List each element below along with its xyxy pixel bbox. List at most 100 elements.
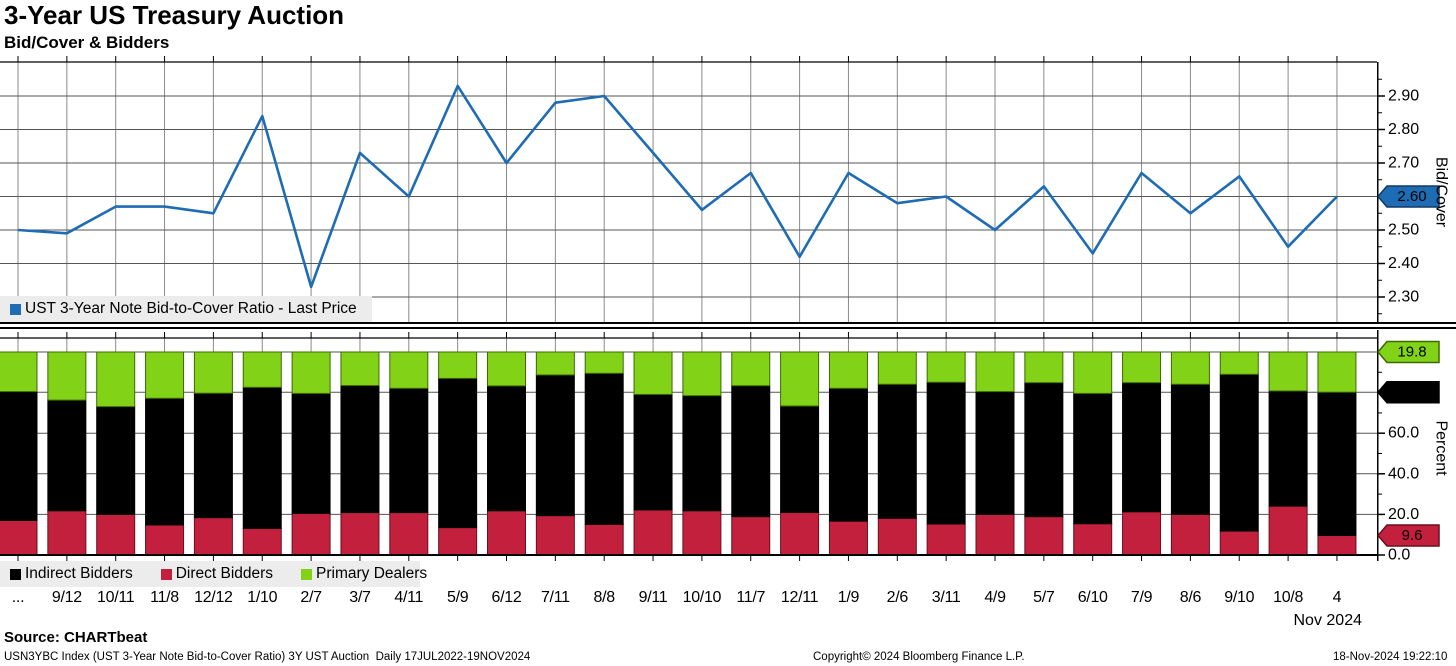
bar-segment-primary-dealers	[291, 351, 331, 394]
primary-dealers-swatch	[301, 568, 313, 580]
bar-segment-direct-bidders	[828, 520, 868, 556]
x-tick-label: 9/11	[638, 589, 668, 606]
y-tick-label: 2.50	[1388, 222, 1419, 239]
bar-segment-primary-dealers	[1024, 351, 1064, 384]
legend-item-bid-to-cover[interactable]: UST 3-Year Note Bid-to-Cover Ratio - Las…	[10, 300, 357, 318]
y-tick-label: 2.30	[1388, 289, 1419, 306]
bar-segment-direct-bidders	[877, 517, 917, 556]
bar-segment-direct-bidders	[1122, 511, 1162, 556]
bar-segment-direct-bidders	[193, 517, 233, 556]
bar-segment-direct-bidders	[242, 527, 282, 556]
bar-segment-primary-dealers	[877, 351, 917, 385]
legend-item-indirect-bidders[interactable]: Indirect Bidders	[10, 565, 133, 583]
primary-dealers-label: Primary Dealers	[316, 565, 428, 582]
line-legend: UST 3-Year Note Bid-to-Cover Ratio - Las…	[0, 296, 372, 322]
x-axis-period-label: Nov 2024	[1293, 612, 1363, 629]
bar-segment-indirect-bidders	[1219, 373, 1259, 532]
bar-segment-direct-bidders	[96, 513, 136, 556]
bar-segment-indirect-bidders	[145, 397, 185, 526]
bid-cover-axis: 2.30 2.40 2.50 2.70 2.80 2.90 2.60 Bid/Cover	[1377, 62, 1450, 323]
footer-description: USN3YBC Index (UST 3-Year Note Bid-to-Co…	[4, 651, 531, 663]
x-tick-label: 6/10	[1077, 589, 1108, 606]
bar-segment-primary-dealers	[389, 351, 429, 389]
bar-segment-indirect-bidders	[1073, 392, 1113, 525]
legend-item-primary-dealers[interactable]: Primary Dealers	[301, 565, 427, 583]
bar-segment-direct-bidders	[1073, 523, 1113, 556]
bar-segment-primary-dealers	[633, 351, 673, 395]
bidders-stacked-bar-chart	[0, 332, 1377, 561]
x-tick-label: 5/7	[1033, 589, 1055, 606]
bar-segment-indirect-bidders	[0, 391, 38, 521]
source-label: Source: CHARTbeat	[4, 629, 148, 646]
bar-segment-primary-dealers	[242, 351, 282, 388]
bar-segment-primary-dealers	[1317, 351, 1357, 393]
bar-segment-indirect-bidders	[926, 381, 966, 525]
bar-segment-direct-bidders	[1170, 513, 1210, 556]
bar-segment-primary-dealers	[975, 351, 1015, 393]
bid-cover-line-chart	[0, 56, 1377, 323]
last-price-badge-label: 2.60	[1397, 188, 1426, 205]
bar-segment-direct-bidders	[975, 513, 1015, 556]
bar-segment-direct-bidders	[584, 523, 624, 556]
bar-segment-direct-bidders	[47, 510, 87, 556]
bar-segment-primary-dealers	[1170, 351, 1210, 385]
bar-segment-direct-bidders	[535, 515, 575, 556]
x-tick-label: ...	[11, 589, 25, 606]
bar-segment-direct-bidders	[1268, 505, 1308, 556]
x-tick-label: 4	[1332, 589, 1342, 606]
indirect-label: Indirect Bidders	[25, 565, 133, 582]
bar-segment-direct-bidders	[438, 527, 478, 556]
bar-segment-primary-dealers	[535, 351, 575, 376]
bar-segment-direct-bidders	[1317, 535, 1357, 556]
legend-item-direct-bidders[interactable]: Direct Bidders	[160, 565, 273, 583]
x-tick-label: 3/7	[349, 589, 371, 606]
bar-segment-primary-dealers	[1219, 351, 1259, 375]
x-tick-label: 3/11	[931, 589, 961, 606]
bar-segment-primary-dealers	[828, 351, 868, 389]
bar-segment-direct-bidders	[291, 512, 331, 556]
bar-segment-indirect-bidders	[975, 391, 1015, 515]
bar-segment-indirect-bidders	[1170, 383, 1210, 515]
bar-segment-indirect-bidders	[242, 386, 282, 529]
x-tick-label: 10/8	[1273, 589, 1304, 606]
bar-segment-indirect-bidders	[780, 405, 820, 513]
x-tick-label: 4/9	[984, 589, 1006, 606]
bar-segment-direct-bidders	[780, 511, 820, 556]
bar-segment-primary-dealers	[438, 351, 478, 379]
bar-legend: Indirect Bidders Direct Bidders Primary …	[0, 561, 427, 587]
x-tick-label: 2/7	[300, 589, 322, 606]
y-tick-label: 2.90	[1388, 88, 1419, 105]
bid-to-cover-line	[17, 84, 1338, 289]
y-axis-title: Percent	[1433, 420, 1450, 476]
x-tick-label: 8/8	[593, 589, 616, 606]
direct-swatch	[160, 568, 172, 580]
x-tick-label: 9/10	[1224, 589, 1255, 606]
bar-segment-direct-bidders	[731, 516, 771, 556]
bar-segment-primary-dealers	[96, 351, 136, 408]
x-tick-label: 12/12	[194, 589, 233, 606]
page-subtitle: Bid/Cover & Bidders	[4, 33, 170, 52]
bar-segment-direct-bidders	[1024, 516, 1064, 556]
y-tick-label: 20.0	[1388, 506, 1419, 523]
x-tick-label: 7/11	[540, 589, 570, 606]
bar-segment-direct-bidders	[1219, 530, 1259, 556]
bar-segment-direct-bidders	[633, 509, 673, 556]
bar-segment-primary-dealers	[926, 351, 966, 383]
bar-segment-indirect-bidders	[1024, 382, 1064, 518]
y-tick-label: 2.70	[1388, 155, 1419, 172]
bar-segment-indirect-bidders	[389, 387, 429, 514]
x-tick-label: 11/8	[150, 589, 179, 606]
last-price-badge	[1377, 185, 1440, 208]
bar-segment-primary-dealers	[340, 351, 380, 386]
bar-segment-primary-dealers	[682, 351, 722, 397]
bar-segment-primary-dealers	[487, 351, 526, 387]
last-value-badge-label: 19.8	[1397, 344, 1426, 361]
bar-segment-indirect-bidders	[340, 384, 380, 514]
bar-segment-indirect-bidders	[193, 392, 233, 519]
last-value-badge-primary-dealers	[1377, 340, 1440, 364]
bar-segment-indirect-bidders	[438, 377, 478, 529]
panel-separator	[0, 322, 1456, 329]
bar-segment-indirect-bidders	[633, 393, 673, 511]
bar-segment-primary-dealers	[0, 351, 38, 393]
